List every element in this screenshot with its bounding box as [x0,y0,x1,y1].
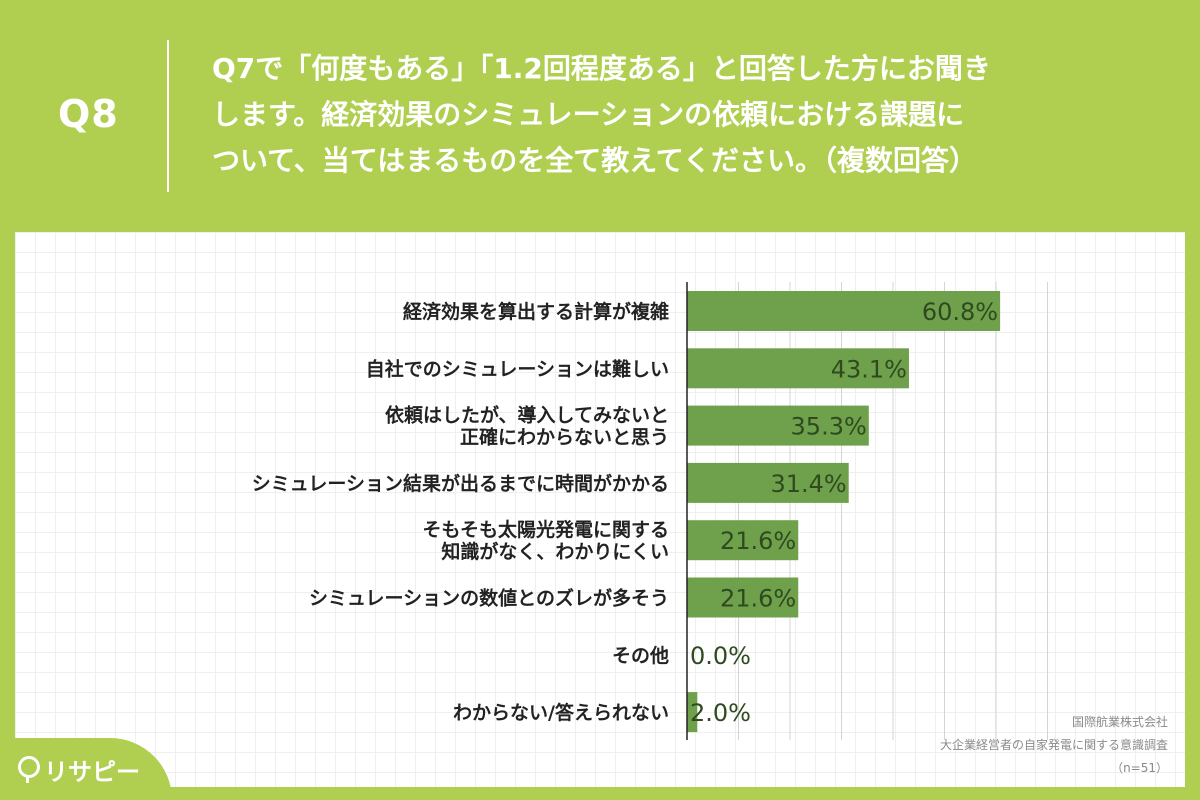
category-label: わからない/答えられない [453,701,669,724]
bar-value-label: 2.0% [690,699,751,727]
bar-value-label: 21.6% [720,585,796,613]
question-line: します。経済効果のシミュレーションの依頼における課題に [212,98,965,131]
header: Q8 Q7で「何度もある」「1.2回程度ある」と回答した方にお聞き します。経済… [0,0,1200,232]
category-label: 依頼はしたが、導入してみないと [385,404,669,427]
chart-panel: 60.8% 経済効果を算出する計算が複雑 43.1% 自社でのシミュレーションは難しい… [15,232,1185,787]
category-label: 自社でのシミュレーションは難しい [366,357,669,380]
category-label: シミュレーション結果が出るまでに時間がかかる [252,472,669,495]
header-divider [167,40,169,192]
bar-value-label: 43.1% [831,355,907,383]
bar [687,291,1001,331]
credit: 国際航業株式会社 大企業経営者の自家発電に関する意識調査 （n=51） [940,711,1168,780]
bar-value-label: 21.6% [720,527,796,555]
question-text: Q7で「何度もある」「1.2回程度ある」と回答した方にお聞き します。経済効果の… [212,46,1162,184]
logo-text: リサピー [44,758,140,786]
bar [687,692,698,733]
bar [687,348,909,389]
credit-survey: 大企業経営者の自家発電に関する意識調査 [939,738,1168,752]
pin-icon [18,756,40,783]
bar-value-label: 35.3% [791,413,867,441]
bar-chart: 60.8% 経済効果を算出する計算が複雑 43.1% 自社でのシミュレーションは難しい… [252,282,1048,740]
category-label: 正確にわからないと思う [460,426,669,449]
category-label: シミュレーションの数値とのズレが多そう [309,587,669,610]
logo: リサピー [0,738,172,800]
category-label: そもそも太陽光発電に関する [422,518,669,541]
credit-sample: （n=51） [1111,761,1168,775]
bar-value-label: 0.0% [690,642,751,670]
bar [687,577,799,618]
question-line: ついて、当てはまるものを全て教えてください。（複数回答） [212,144,977,177]
question-line: Q7で「何度もある」「1.2回程度ある」と回答した方にお聞き [212,52,991,85]
category-label: 知識がなく、わかりにくい [441,540,669,563]
bar-value-label: 60.8% [922,298,998,326]
bar [687,462,849,503]
bar [687,520,799,561]
bar-value-label: 31.4% [770,470,846,498]
category-label: その他 [612,644,669,667]
bar [687,405,869,446]
credit-company: 国際航業株式会社 [1071,715,1168,729]
category-label: 経済効果を算出する計算が複雑 [403,300,669,323]
question-number: Q8 [58,92,119,136]
